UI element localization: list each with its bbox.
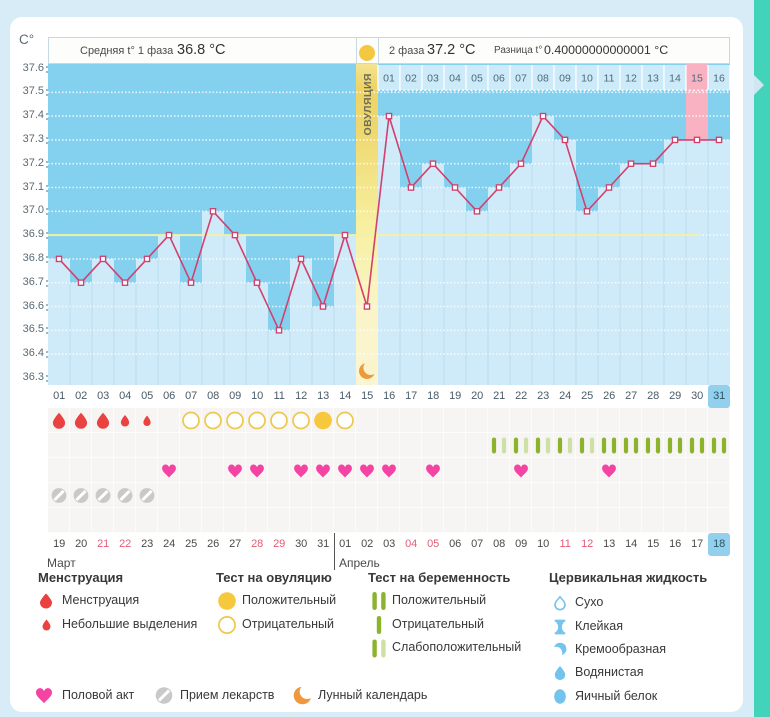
svg-text:07: 07 bbox=[515, 73, 527, 85]
svg-text:08: 08 bbox=[537, 73, 549, 85]
svg-text:06: 06 bbox=[493, 73, 505, 85]
svg-text:12: 12 bbox=[625, 73, 637, 85]
svg-text:11: 11 bbox=[604, 73, 615, 85]
svg-text:10: 10 bbox=[581, 73, 593, 85]
svg-text:05: 05 bbox=[471, 73, 483, 85]
svg-text:15: 15 bbox=[691, 73, 703, 85]
svg-text:03: 03 bbox=[427, 73, 439, 85]
svg-text:ОВУЛЯЦИЯ: ОВУЛЯЦИЯ bbox=[362, 73, 374, 135]
svg-text:09: 09 bbox=[559, 73, 571, 85]
svg-text:13: 13 bbox=[647, 73, 659, 85]
svg-text:01: 01 bbox=[383, 73, 395, 85]
svg-text:14: 14 bbox=[669, 73, 681, 85]
svg-text:04: 04 bbox=[449, 73, 461, 85]
svg-text:16: 16 bbox=[713, 73, 725, 85]
svg-text:02: 02 bbox=[405, 73, 417, 85]
